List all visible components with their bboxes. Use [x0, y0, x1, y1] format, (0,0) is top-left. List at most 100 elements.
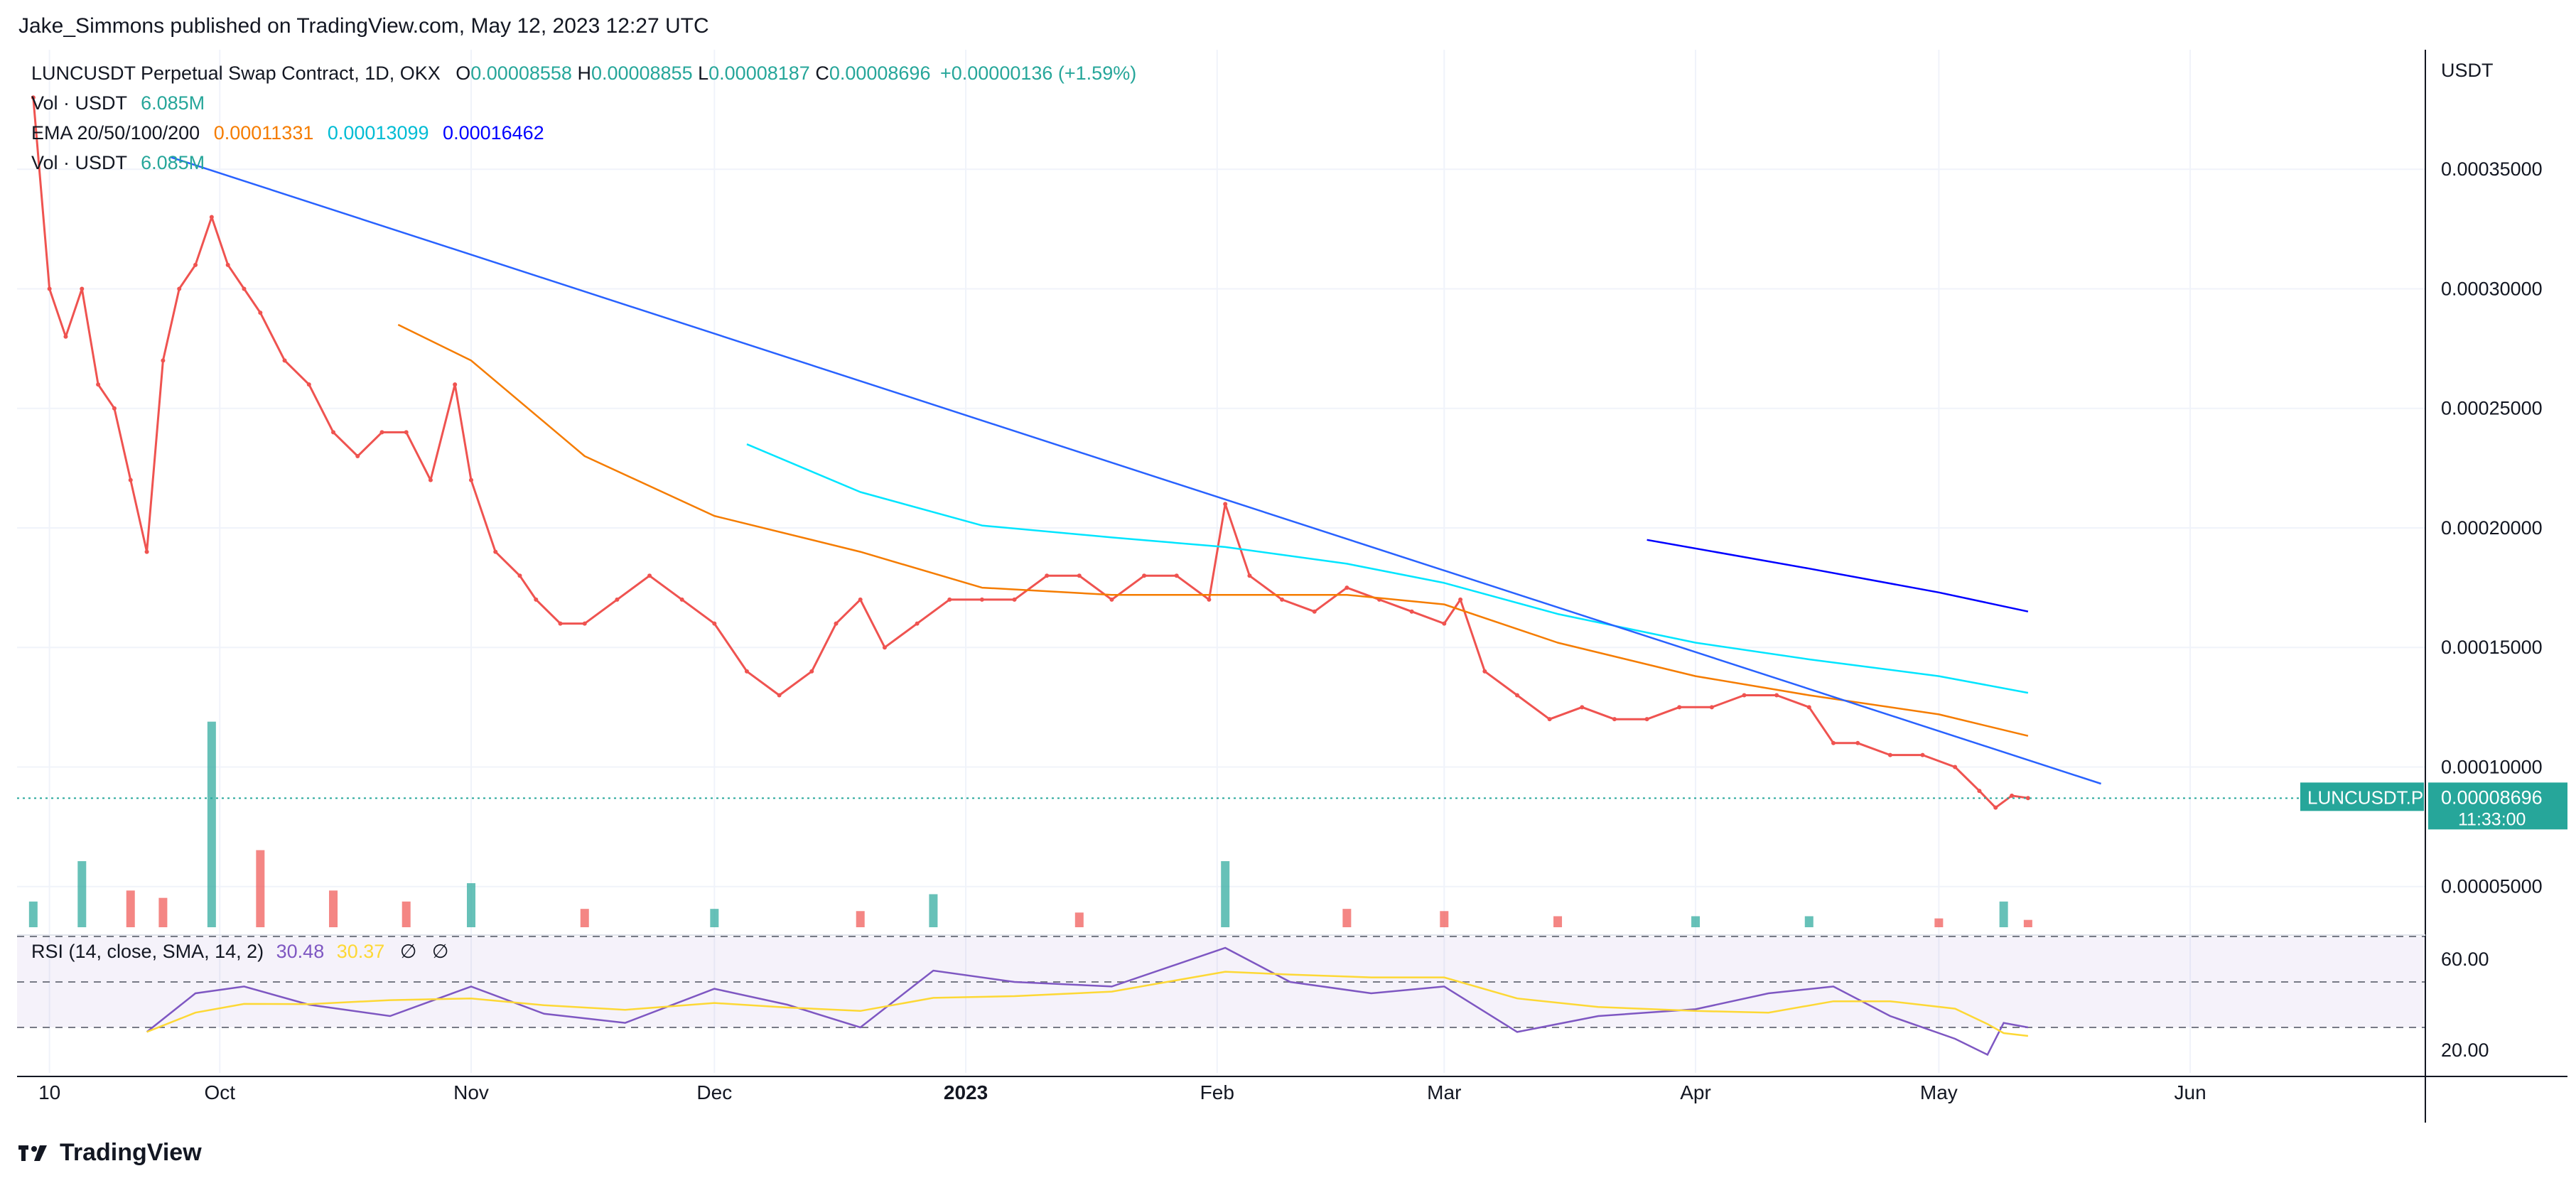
price-point: [225, 262, 230, 267]
rsi-sym-2: ∅: [431, 941, 449, 962]
rsi-band: [17, 936, 2425, 1028]
series-lines: [17, 95, 2425, 810]
price-point: [2025, 796, 2030, 801]
ohlc-change: +0.00000136 (+1.59%): [939, 63, 1137, 84]
price-point: [2010, 793, 2015, 798]
price-point: [1612, 717, 1617, 722]
volume-bar: [1553, 916, 1563, 927]
legend-ema-row[interactable]: EMA 20/50/100/200 0.00011331 0.00013099 …: [31, 118, 1136, 148]
price-point: [882, 645, 887, 650]
legend-symbol-row: LUNCUSDT Perpetual Swap Contract, 1D, OK…: [31, 58, 1136, 88]
price-point: [1993, 805, 1998, 810]
price-point: [31, 95, 36, 100]
volume-bar: [77, 861, 87, 927]
symbol-tag: [2300, 782, 2424, 811]
footer-brand[interactable]: TradingView: [18, 1139, 202, 1167]
time-tick-label: Feb: [1200, 1081, 1234, 1103]
price-point: [1280, 597, 1285, 602]
price-point: [355, 454, 360, 459]
grid: [17, 50, 2425, 1073]
volume-bar: [1221, 861, 1230, 927]
price-point: [1580, 705, 1585, 710]
rsi-sym-1: ∅: [399, 941, 417, 962]
price-point: [193, 262, 198, 267]
rsi-legend[interactable]: RSI (14, close, SMA, 14, 2) 30.48 30.37 …: [31, 941, 448, 963]
price-tick-label: 0.00030000: [2441, 278, 2543, 299]
rsi-tick-label: 20.00: [2441, 1040, 2489, 1061]
price-point: [1109, 597, 1114, 602]
price-point: [161, 358, 166, 363]
ohlc-o: 0.00008558: [470, 63, 572, 84]
price-point: [777, 693, 782, 698]
price-point: [331, 430, 336, 435]
time-tick-label: 10: [38, 1081, 60, 1103]
price-point: [47, 286, 52, 291]
volume-bar: [1999, 901, 2008, 927]
price-point: [1223, 502, 1228, 507]
rsi-lines: [146, 946, 2029, 1057]
price-point: [1077, 573, 1082, 578]
volume-bar: [1342, 909, 1352, 927]
rsi-label: RSI (14, close, SMA, 14, 2): [31, 941, 264, 962]
time-tick-label: Nov: [453, 1081, 489, 1103]
time-tick-label: Jun: [2174, 1081, 2206, 1103]
volume-bar: [256, 850, 265, 927]
legend-volume-row-2[interactable]: Vol · USDT 6.085M: [31, 148, 1136, 178]
countdown-label: 11:33:00: [2458, 809, 2526, 829]
volume-bar: [207, 721, 216, 927]
price-point: [947, 597, 952, 602]
price-point: [144, 549, 149, 554]
axes: 0.00035000 0.00030000 0.00025000 0.00020000…: [17, 50, 2567, 1123]
price-tick-label: 0.00015000: [2441, 637, 2543, 658]
price-point: [469, 477, 474, 482]
price-point: [1482, 669, 1487, 674]
vol-value: 6.085M: [141, 92, 205, 114]
volume-bar: [467, 883, 476, 927]
ema-20-value: 0.00011331: [213, 122, 314, 144]
tradingview-logo-icon: [18, 1145, 47, 1161]
price-point: [1977, 789, 1982, 794]
time-tick-label: 2023: [944, 1081, 988, 1103]
symbol-tag-label: LUNCUSDT.P: [2307, 787, 2423, 808]
price-point: [1644, 717, 1649, 722]
price-point: [1920, 752, 1925, 757]
price-point: [1709, 705, 1714, 710]
price-point: [1774, 693, 1779, 698]
ohlc-l: 0.00008187: [708, 63, 810, 84]
price-point: [128, 477, 133, 482]
price-point: [1344, 585, 1349, 590]
series-luncusdt-p-close: [32, 97, 2029, 809]
volume-bar: [158, 897, 168, 927]
price-point: [582, 621, 587, 626]
price-point: [679, 597, 684, 602]
last-price-label: 0.00008696: [2441, 787, 2543, 808]
price-tick-label: 0.00020000: [2441, 517, 2543, 539]
price-point: [1247, 573, 1252, 578]
rsi-ma-line: [146, 971, 2029, 1037]
price-point: [1045, 573, 1050, 578]
ohlc-l-label: L: [698, 63, 709, 84]
vol-label: Vol · USDT: [31, 92, 127, 114]
price-point: [1012, 597, 1017, 602]
publisher-line: Jake_Simmons published on TradingView.co…: [18, 14, 709, 38]
volume-bar: [28, 901, 38, 927]
volume-bar: [710, 909, 719, 927]
ema-200-value: 0.00016462: [443, 122, 544, 144]
ohlc-c-label: C: [815, 63, 829, 84]
volume-bar: [1440, 911, 1449, 927]
ohlc-h-label: H: [577, 63, 591, 84]
price-point: [1677, 705, 1682, 710]
volume-bar: [580, 909, 589, 927]
price-point: [282, 358, 287, 363]
price-point: [177, 286, 182, 291]
legend-volume-row[interactable]: Vol · USDT 6.085M: [31, 88, 1136, 118]
time-tick-label: Dec: [696, 1081, 732, 1103]
price-point: [647, 573, 652, 578]
price-point: [63, 334, 68, 339]
price-tick-label: 0.00010000: [2441, 756, 2543, 777]
time-tick-label: Oct: [204, 1081, 235, 1103]
volume-bars: [28, 721, 2032, 927]
ohlc-o-label: O: [456, 63, 471, 84]
price-point: [1312, 609, 1317, 614]
